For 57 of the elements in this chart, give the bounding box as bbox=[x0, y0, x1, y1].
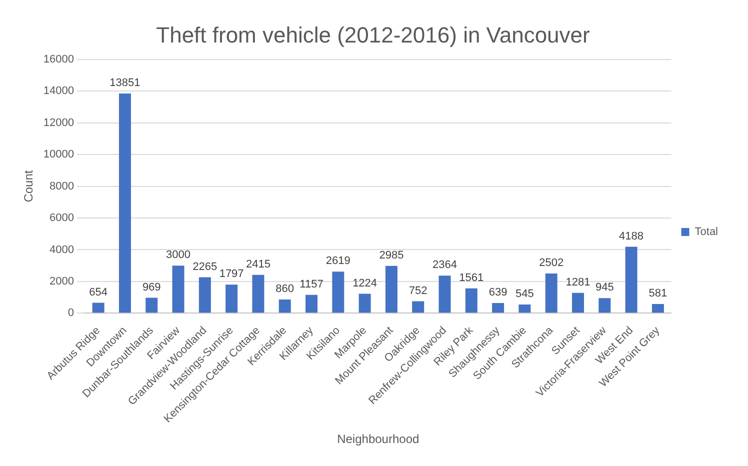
data-label: 1157 bbox=[300, 278, 324, 290]
bar bbox=[572, 292, 584, 313]
chart-title: Theft from vehicle (2012-2016) in Vancouver bbox=[156, 22, 590, 48]
y-tick-label: 4000 bbox=[50, 244, 74, 256]
data-label: 654 bbox=[89, 286, 108, 298]
y-tick-label: 14000 bbox=[43, 85, 74, 98]
data-label: 2364 bbox=[432, 259, 457, 272]
data-label: 1797 bbox=[219, 268, 244, 280]
bar bbox=[545, 273, 558, 313]
y-tick-label: 2000 bbox=[50, 275, 74, 288]
data-label: 860 bbox=[276, 283, 294, 296]
data-label: 545 bbox=[516, 288, 534, 300]
data-label: 2265 bbox=[192, 260, 218, 273]
data-label: 4188 bbox=[619, 230, 644, 242]
bar bbox=[412, 301, 424, 313]
data-label: 2415 bbox=[246, 258, 270, 270]
y-tick-label: 6000 bbox=[50, 212, 74, 224]
y-tick-label: 10000 bbox=[43, 148, 74, 161]
x-axis-title: Neighbourhood bbox=[337, 432, 420, 446]
y-axis-title: Count bbox=[22, 170, 36, 202]
bar bbox=[598, 298, 611, 313]
data-label: 13851 bbox=[110, 77, 140, 90]
bar bbox=[278, 300, 291, 313]
bar bbox=[438, 276, 451, 313]
bar bbox=[118, 93, 131, 313]
bar bbox=[465, 288, 478, 313]
y-tick-label: 8000 bbox=[50, 180, 74, 192]
bar bbox=[92, 302, 104, 313]
bar bbox=[198, 277, 211, 313]
bar bbox=[226, 284, 238, 313]
data-label: 969 bbox=[142, 281, 161, 294]
data-label: 2985 bbox=[379, 249, 404, 262]
data-label: 752 bbox=[408, 284, 428, 297]
data-label: 1561 bbox=[459, 272, 484, 284]
bar bbox=[146, 298, 158, 313]
data-label: 2619 bbox=[326, 255, 350, 268]
data-label: 1281 bbox=[566, 276, 590, 288]
bar bbox=[625, 246, 638, 313]
bar bbox=[492, 303, 504, 313]
data-label: 945 bbox=[595, 282, 614, 294]
bar bbox=[518, 304, 531, 313]
bar bbox=[332, 272, 344, 313]
legend-label: Total bbox=[694, 226, 718, 238]
bar bbox=[306, 294, 318, 313]
y-tick-label: 12000 bbox=[43, 116, 74, 129]
y-tick-label: 16000 bbox=[43, 53, 74, 66]
bar bbox=[252, 274, 264, 313]
bar bbox=[385, 266, 398, 313]
data-label: 1224 bbox=[352, 277, 378, 290]
data-label: 3000 bbox=[166, 249, 190, 262]
y-tick-label: 0 bbox=[68, 307, 74, 320]
bar bbox=[652, 304, 664, 313]
bar bbox=[172, 266, 184, 313]
data-label: 2502 bbox=[539, 257, 564, 270]
data-label: 639 bbox=[488, 286, 508, 299]
bar bbox=[358, 294, 371, 313]
data-label: 581 bbox=[648, 287, 668, 300]
